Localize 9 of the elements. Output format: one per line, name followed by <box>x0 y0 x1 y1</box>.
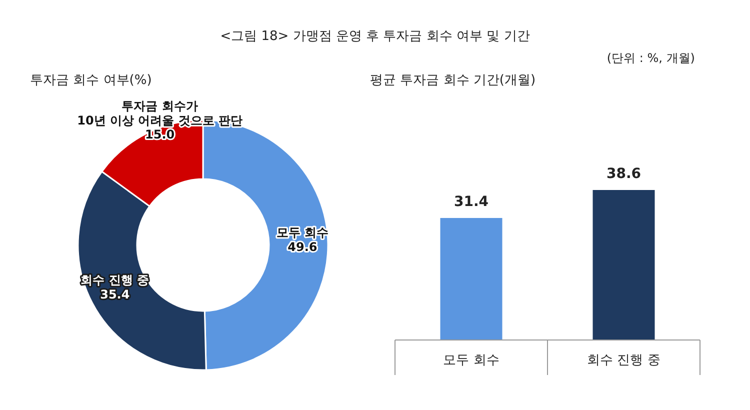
data-label: 49.6 <box>288 240 318 254</box>
data-label: 31.4 <box>454 194 489 210</box>
data-label: 15.0 <box>145 128 175 142</box>
text: <그림 18> 가맹점 운영 후 투자금 회수 여부 및 기간 <box>220 29 530 44</box>
text: (단위 : %, 개월) <box>606 51 695 65</box>
chart-title: 평균 투자금 회수 기간(개월) <box>370 73 536 88</box>
chart-title: 투자금 회수 여부(%) <box>30 73 152 88</box>
data-label: 38.6 <box>606 166 642 182</box>
data-label: 35.4 <box>100 287 130 302</box>
